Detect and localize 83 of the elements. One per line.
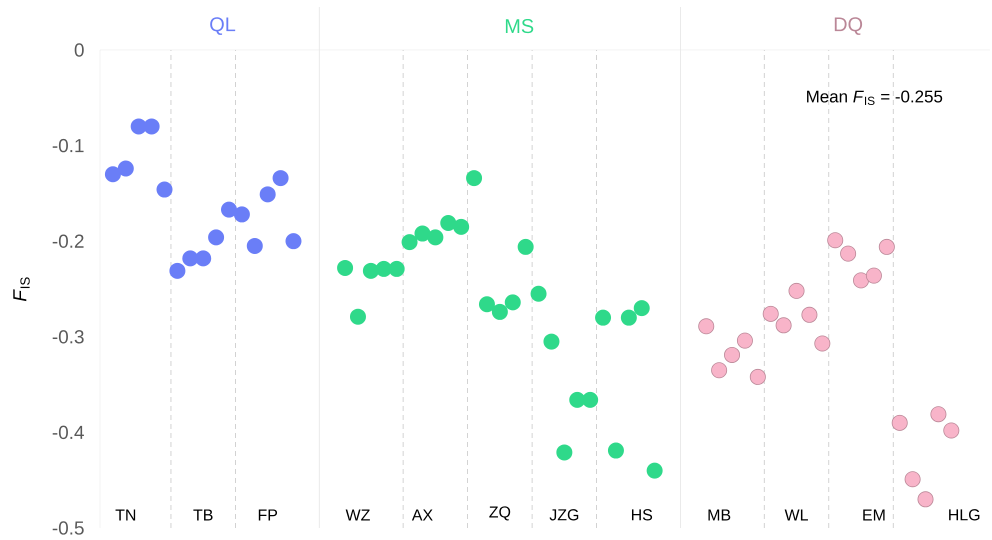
- point: [362, 262, 379, 279]
- point: [350, 308, 366, 325]
- point: [453, 218, 470, 235]
- point: [698, 318, 714, 334]
- point: [466, 170, 482, 186]
- point: [724, 346, 740, 363]
- point: [788, 282, 805, 299]
- point: [285, 233, 302, 250]
- point: [427, 229, 444, 246]
- point: [156, 182, 172, 198]
- x-tick-label: TN: [116, 509, 136, 520]
- point: [646, 462, 663, 479]
- annotation: Mean F$_{IS}$ = -0.255: [807, 90, 942, 106]
- point: [208, 229, 224, 246]
- point: [711, 362, 728, 378]
- point: [402, 234, 418, 250]
- point: [750, 368, 766, 385]
- y-tick-label: -0.4: [52, 426, 84, 440]
- point: [853, 272, 870, 288]
- point: [943, 422, 960, 438]
- x-tick-label: FP: [258, 509, 278, 520]
- text: QL: [210, 17, 236, 35]
- point: [337, 260, 354, 276]
- point: [543, 334, 560, 350]
- point: [840, 246, 856, 262]
- point: [904, 471, 921, 488]
- point: [260, 186, 276, 202]
- point: [504, 294, 521, 310]
- point: [130, 118, 147, 134]
- x-tick-label: ZQ: [489, 506, 510, 520]
- y-tick-label: -0.1: [52, 138, 84, 152]
- point: [376, 260, 392, 277]
- point: [272, 170, 289, 186]
- point: [492, 304, 508, 320]
- point: [118, 160, 134, 177]
- x-tick-label: MB: [708, 509, 730, 520]
- point: [144, 118, 160, 134]
- point: [414, 226, 430, 242]
- point: [595, 310, 612, 326]
- y-tick-label: -0.2: [52, 234, 84, 248]
- point: [556, 444, 572, 460]
- point: [814, 335, 830, 352]
- point: [478, 296, 495, 312]
- point: [608, 442, 624, 459]
- point: [169, 262, 186, 279]
- point: [234, 206, 250, 222]
- x-tick-label: WZ: [346, 509, 370, 520]
- point: [220, 202, 237, 218]
- x-tick-label: HLG: [949, 509, 980, 520]
- x-tick-label: EM: [863, 509, 885, 520]
- point: [569, 392, 586, 408]
- point: [182, 250, 198, 266]
- point: [801, 306, 818, 323]
- point: [246, 238, 263, 254]
- y-tick-label: 0: [74, 43, 84, 57]
- point: [776, 317, 792, 334]
- point: [762, 306, 779, 322]
- point: [620, 310, 637, 326]
- point: [736, 332, 753, 349]
- y-tick-label: -0.5: [52, 521, 84, 535]
- x-tick-label: AX: [412, 509, 433, 520]
- x-tick-label: TB: [193, 509, 213, 520]
- point: [930, 406, 946, 422]
- x-tick-label: HS: [632, 509, 652, 520]
- point: [878, 238, 895, 255]
- y-axis-title: F$_{IS}$: [13, 277, 30, 302]
- point: [892, 414, 908, 431]
- x-tick-label: WL: [784, 509, 808, 520]
- point: [388, 260, 405, 277]
- point: [104, 166, 121, 182]
- point: [195, 250, 212, 266]
- x-tick-label: JZG: [550, 509, 578, 520]
- point: [918, 491, 934, 508]
- point: [634, 300, 650, 316]
- point: [582, 392, 598, 408]
- text: MS: [506, 19, 534, 34]
- point: [440, 215, 456, 232]
- point: [530, 286, 547, 302]
- point: [518, 238, 534, 255]
- point: [827, 232, 844, 248]
- y-tick-label: -0.3: [52, 330, 84, 344]
- text: DQ: [834, 17, 862, 35]
- point: [866, 268, 882, 284]
